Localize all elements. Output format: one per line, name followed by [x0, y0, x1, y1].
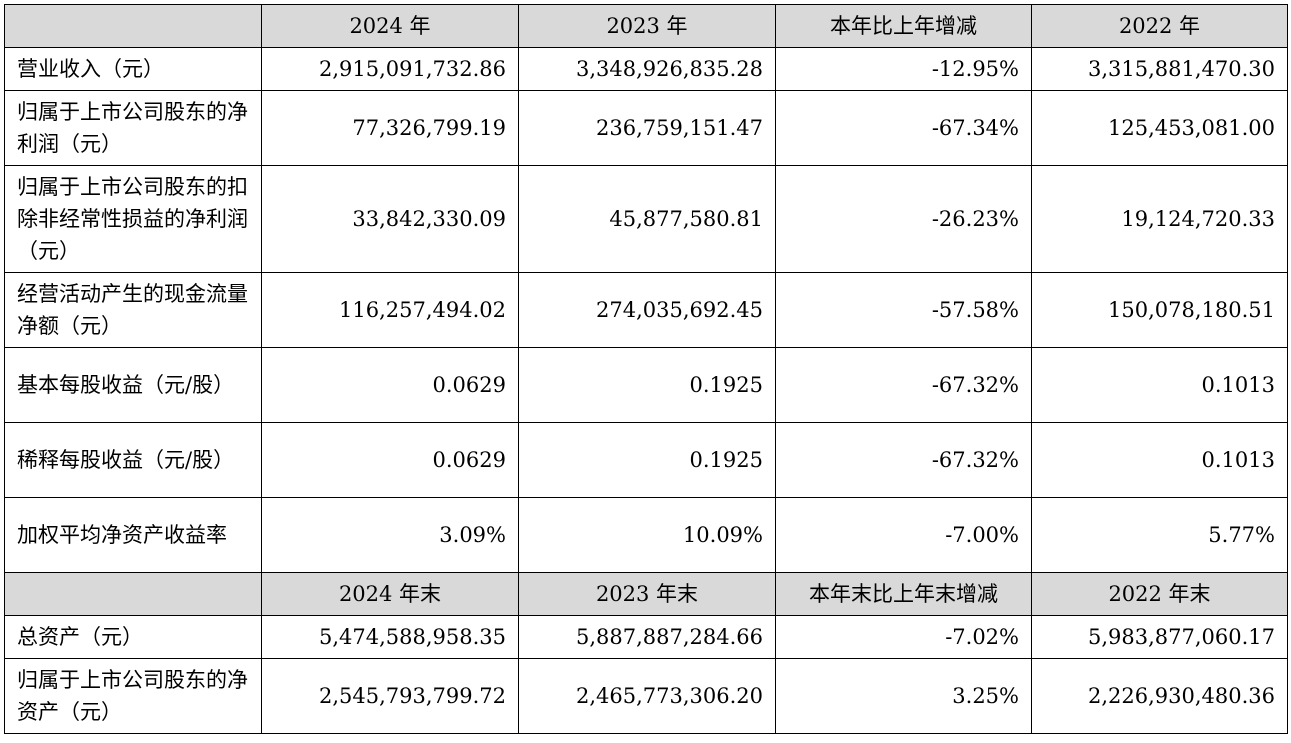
col-header-2023-end: 2023 年末: [518, 572, 776, 616]
cell-2024: 0.0629: [261, 422, 519, 498]
financial-summary-table: 2024 年 2023 年 本年比上年增减 2022 年 营业收入（元） 2,9…: [4, 4, 1288, 734]
cell-change: -26.23%: [775, 165, 1032, 273]
cell-2023: 5,887,887,284.66: [518, 615, 776, 659]
cell-2022: 5.77%: [1031, 497, 1288, 573]
col-header-2022: 2022 年: [1031, 4, 1288, 48]
cell-2023: 274,035,692.45: [518, 272, 776, 348]
col-header-change-end: 本年末比上年末增减: [775, 572, 1032, 616]
cell-2024: 116,257,494.02: [261, 272, 519, 348]
cell-2024: 33,842,330.09: [261, 165, 519, 273]
row-label: 营业收入（元）: [4, 47, 262, 91]
header-corner: [4, 4, 262, 48]
cell-2022: 150,078,180.51: [1031, 272, 1288, 348]
table-row: 归属于上市公司股东的净利润（元） 77,326,799.19 236,759,1…: [4, 90, 1288, 166]
cell-2024: 3.09%: [261, 497, 519, 573]
cell-2022: 2,226,930,480.36: [1031, 658, 1288, 734]
cell-change: -67.32%: [775, 422, 1032, 498]
cell-change: -12.95%: [775, 47, 1032, 91]
row-label: 总资产（元）: [4, 615, 262, 659]
cell-2022: 125,453,081.00: [1031, 90, 1288, 166]
table-row: 基本每股收益（元/股） 0.0629 0.1925 -67.32% 0.1013: [4, 347, 1288, 423]
cell-2023: 0.1925: [518, 422, 776, 498]
col-header-2024: 2024 年: [261, 4, 519, 48]
row-label: 加权平均净资产收益率: [4, 497, 262, 573]
cell-2023: 0.1925: [518, 347, 776, 423]
cell-2022: 19,124,720.33: [1031, 165, 1288, 273]
table-row: 总资产（元） 5,474,588,958.35 5,887,887,284.66…: [4, 615, 1288, 659]
cell-2023: 10.09%: [518, 497, 776, 573]
cell-2022: 0.1013: [1031, 347, 1288, 423]
cell-change: -67.32%: [775, 347, 1032, 423]
cell-2022: 5,983,877,060.17: [1031, 615, 1288, 659]
table-row: 归属于上市公司股东的净资产（元） 2,545,793,799.72 2,465,…: [4, 658, 1288, 734]
header-row-annual: 2024 年 2023 年 本年比上年增减 2022 年: [4, 4, 1288, 48]
cell-2024: 0.0629: [261, 347, 519, 423]
cell-change: -7.02%: [775, 615, 1032, 659]
row-label: 归属于上市公司股东的扣除非经常性损益的净利润（元）: [4, 165, 262, 273]
col-header-change: 本年比上年增减: [775, 4, 1032, 48]
cell-2023: 236,759,151.47: [518, 90, 776, 166]
cell-2023: 2,465,773,306.20: [518, 658, 776, 734]
cell-2024: 77,326,799.19: [261, 90, 519, 166]
table-row: 经营活动产生的现金流量净额（元） 116,257,494.02 274,035,…: [4, 272, 1288, 348]
cell-change: 3.25%: [775, 658, 1032, 734]
cell-2022: 0.1013: [1031, 422, 1288, 498]
cell-change: -67.34%: [775, 90, 1032, 166]
row-label: 归属于上市公司股东的净利润（元）: [4, 90, 262, 166]
header-corner: [4, 572, 262, 616]
cell-2023: 45,877,580.81: [518, 165, 776, 273]
row-label: 经营活动产生的现金流量净额（元）: [4, 272, 262, 348]
cell-2022: 3,315,881,470.30: [1031, 47, 1288, 91]
table-row: 营业收入（元） 2,915,091,732.86 3,348,926,835.2…: [4, 47, 1288, 91]
cell-2024: 2,915,091,732.86: [261, 47, 519, 91]
cell-2024: 5,474,588,958.35: [261, 615, 519, 659]
cell-change: -57.58%: [775, 272, 1032, 348]
row-label: 归属于上市公司股东的净资产（元）: [4, 658, 262, 734]
table-row: 稀释每股收益（元/股） 0.0629 0.1925 -67.32% 0.1013: [4, 422, 1288, 498]
cell-change: -7.00%: [775, 497, 1032, 573]
col-header-2022-end: 2022 年末: [1031, 572, 1288, 616]
col-header-2024-end: 2024 年末: [261, 572, 519, 616]
table-row: 加权平均净资产收益率 3.09% 10.09% -7.00% 5.77%: [4, 497, 1288, 573]
table-row: 归属于上市公司股东的扣除非经常性损益的净利润（元） 33,842,330.09 …: [4, 165, 1288, 273]
cell-2023: 3,348,926,835.28: [518, 47, 776, 91]
row-label: 基本每股收益（元/股）: [4, 347, 262, 423]
header-row-year-end: 2024 年末 2023 年末 本年末比上年末增减 2022 年末: [4, 572, 1288, 616]
cell-2024: 2,545,793,799.72: [261, 658, 519, 734]
col-header-2023: 2023 年: [518, 4, 776, 48]
row-label: 稀释每股收益（元/股）: [4, 422, 262, 498]
